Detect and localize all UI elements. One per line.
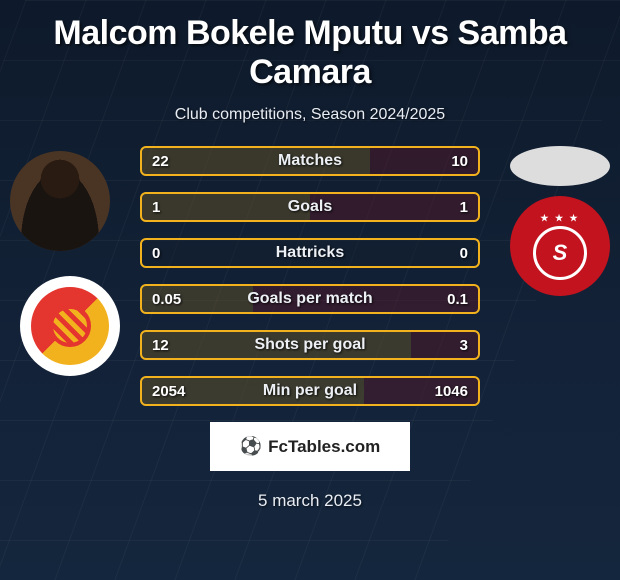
club-left-badge <box>20 276 120 376</box>
brand-badge: ⚽ FcTables.com <box>210 422 410 471</box>
stat-bar: 123Shots per goal <box>140 330 480 360</box>
player-left-avatar <box>10 151 110 251</box>
stat-label: Goals per match <box>142 286 478 312</box>
stat-bar: 11Goals <box>140 192 480 222</box>
stat-bar: 00Hattricks <box>140 238 480 268</box>
snapshot-date: 5 march 2025 <box>0 491 620 511</box>
club-right-monogram: S <box>533 226 587 280</box>
stat-label: Goals <box>142 194 478 220</box>
club-right-badge: ★ ★ ★ S <box>510 196 610 296</box>
stat-bars: 2210Matches 11Goals 00Hattricks 0.050.1Goal… <box>140 146 480 406</box>
subtitle: Club competitions, Season 2024/2025 <box>0 106 620 124</box>
brand-text: FcTables.com <box>268 437 380 457</box>
club-right-stars: ★ ★ ★ <box>540 213 579 224</box>
comparison-panel: ★ ★ ★ S 2210Matches 11Goals 00Hattricks 0.0… <box>0 146 620 406</box>
player-right-avatar <box>510 146 610 186</box>
page-title: Malcom Bokele Mputu vs Samba Camara <box>0 0 620 92</box>
stat-label: Shots per goal <box>142 332 478 358</box>
stat-bar: 2210Matches <box>140 146 480 176</box>
stat-label: Matches <box>142 148 478 174</box>
stat-bar: 0.050.1Goals per match <box>140 284 480 314</box>
stat-label: Min per goal <box>142 378 478 404</box>
stat-label: Hattricks <box>142 240 478 266</box>
stat-bar: 20541046Min per goal <box>140 376 480 406</box>
brand-logo-icon: ⚽ <box>240 436 262 457</box>
